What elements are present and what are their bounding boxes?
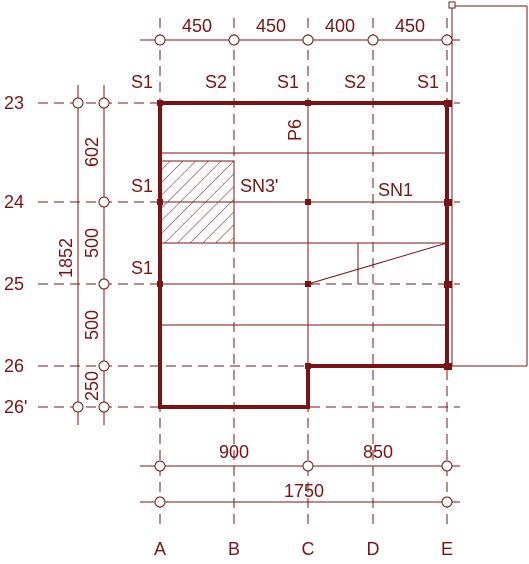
- bottom-dimension-900: 900: [219, 442, 249, 462]
- left-dimension-250: 250: [82, 371, 102, 401]
- top-dimension-1: 450: [182, 16, 212, 36]
- left-dimension-500-a: 500: [82, 228, 102, 258]
- node-markers: [157, 100, 452, 370]
- top-dimension-3: 400: [325, 16, 355, 36]
- support-label-top-c: S1: [277, 72, 299, 92]
- row-label-24: 24: [4, 192, 24, 212]
- right-leader: [447, 1, 528, 367]
- left-dimension-602: 602: [82, 137, 102, 167]
- bottom-dimension-total: 1750: [284, 481, 324, 501]
- column-label-d: D: [367, 539, 380, 559]
- column-label-e: E: [441, 539, 453, 559]
- support-label-top-d: S2: [344, 72, 366, 92]
- top-dimension-4: 450: [395, 16, 425, 36]
- left-dimension-500-b: 500: [82, 310, 102, 340]
- slab-outline: [158, 101, 449, 409]
- element-label-p6: P6: [285, 119, 305, 141]
- element-label-sn1: SN1: [378, 180, 413, 200]
- column-label-a: A: [154, 539, 166, 559]
- hatched-slab-sn3: [159, 160, 235, 244]
- row-label-23: 23: [4, 93, 24, 113]
- column-label-c: C: [302, 539, 315, 559]
- row-label-26: 26: [4, 356, 24, 376]
- support-label-left-24: S1: [131, 176, 153, 196]
- element-label-sn3: SN3': [240, 176, 278, 196]
- dimension-markers: [72, 34, 453, 508]
- left-dimension-total: 1852: [56, 238, 76, 278]
- row-label-26-prime: 26': [4, 397, 27, 417]
- support-label-top-a: S1: [131, 72, 153, 92]
- column-grid-lines: [159, 18, 448, 530]
- support-label-top-b: S2: [205, 72, 227, 92]
- top-dimension-2: 450: [256, 16, 286, 36]
- row-label-25: 25: [4, 274, 24, 294]
- column-label-b: B: [228, 539, 240, 559]
- support-label-left-25: S1: [131, 258, 153, 278]
- support-label-top-e: S1: [417, 72, 439, 92]
- bottom-dimension-850: 850: [363, 442, 393, 462]
